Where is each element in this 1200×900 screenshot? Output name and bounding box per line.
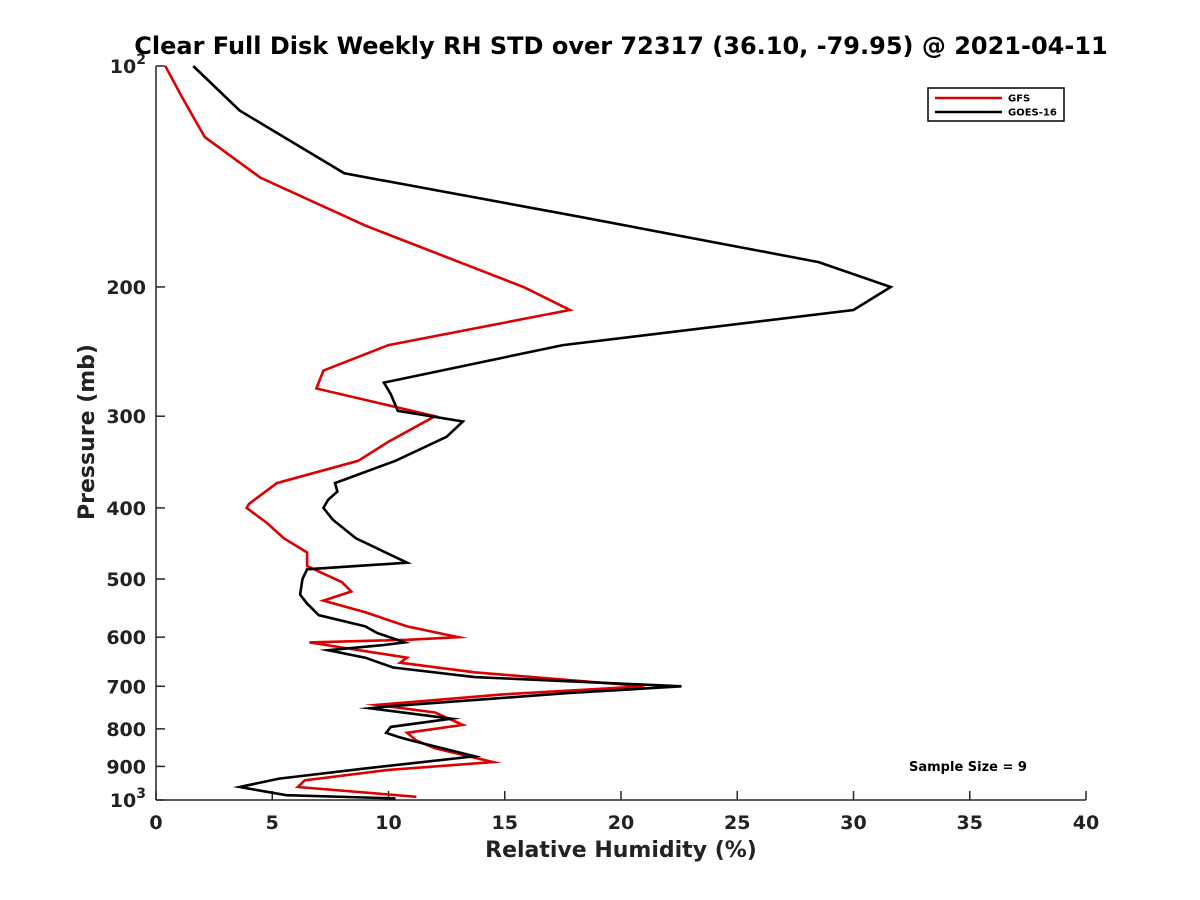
x-tick-label: 15 xyxy=(492,812,518,834)
y-tick-label: 500 xyxy=(106,569,146,591)
x-tick-label: 40 xyxy=(1073,812,1099,834)
x-tick-label: 35 xyxy=(957,812,983,834)
series-line-gfs xyxy=(164,65,645,799)
legend-label-gfs: GFS xyxy=(1008,94,1030,105)
y-tick-label: 800 xyxy=(106,719,146,741)
x-tick-label: 20 xyxy=(608,812,634,834)
sample-size-annotation: Sample Size = 9 xyxy=(909,760,1027,775)
plot-area: 0 5 10 15 20 25 30 35 40 102 200 300 400 500 600 700 800… xyxy=(106,52,1099,834)
y-tick-label: 103 xyxy=(110,786,146,812)
x-tick-label: 5 xyxy=(266,812,279,834)
x-tick-label: 25 xyxy=(724,812,750,834)
y-axis-label: Pressure (mb) xyxy=(75,344,100,520)
x-axis-label: Relative Humidity (%) xyxy=(485,838,757,863)
y-tick-label: 700 xyxy=(106,676,146,698)
y-tick-label: 102 xyxy=(110,52,146,78)
x-tick-label: 0 xyxy=(149,812,162,834)
series-line-goes-16 xyxy=(192,65,894,800)
y-tick-label: 900 xyxy=(106,756,146,778)
y-tick-label: 200 xyxy=(106,277,146,299)
legend-label-goes-16: GOES-16 xyxy=(1008,108,1057,119)
legend-box xyxy=(927,87,1065,122)
y-tick-label: 600 xyxy=(106,627,146,649)
legend: GFS GOES-16 xyxy=(927,87,1065,122)
x-tick-label: 30 xyxy=(840,812,866,834)
chart-title: Clear Full Disk Weekly RH STD over 72317… xyxy=(134,32,1107,60)
x-tick-label: 10 xyxy=(375,812,401,834)
y-tick-label: 400 xyxy=(106,498,146,520)
y-tick-label: 300 xyxy=(106,406,146,428)
